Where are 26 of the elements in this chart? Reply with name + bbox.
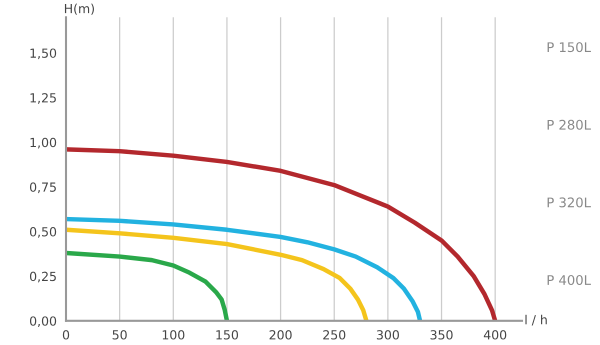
line-series (66, 147, 498, 321)
x-tick-label: 400 (484, 330, 506, 340)
y-tick-label: 0,50 (30, 227, 56, 238)
y-tick-label: 1,00 (30, 138, 56, 148)
x-tick-label: 100 (162, 330, 184, 340)
text: P 320L (548, 197, 591, 208)
x-tick-label: 350 (430, 330, 453, 340)
line-series (66, 216, 422, 321)
x-tick-label: 150 (216, 330, 238, 340)
text: P 400L (548, 275, 591, 286)
x-axis-title: l / h (525, 314, 547, 326)
x-tick-label: 50 (112, 330, 127, 340)
text: P 150L (548, 42, 591, 52)
y-axis-title: H(m) (64, 4, 94, 15)
y-tick-label: 0,25 (30, 272, 56, 282)
y-tick-label: 1,25 (30, 93, 56, 104)
line-series (66, 250, 230, 321)
x-tick-label: 250 (323, 330, 346, 340)
text: P 280L (548, 120, 591, 130)
y-tick-label: 1,50 (30, 48, 56, 60)
x-tick-label: 0 (62, 330, 70, 340)
y-tick-label: 0,00 (30, 316, 56, 328)
y-tick-label: 0,75 (30, 182, 56, 194)
x-tick-label: 300 (376, 330, 399, 340)
line-series (66, 228, 369, 321)
x-tick-label: 200 (270, 330, 292, 340)
